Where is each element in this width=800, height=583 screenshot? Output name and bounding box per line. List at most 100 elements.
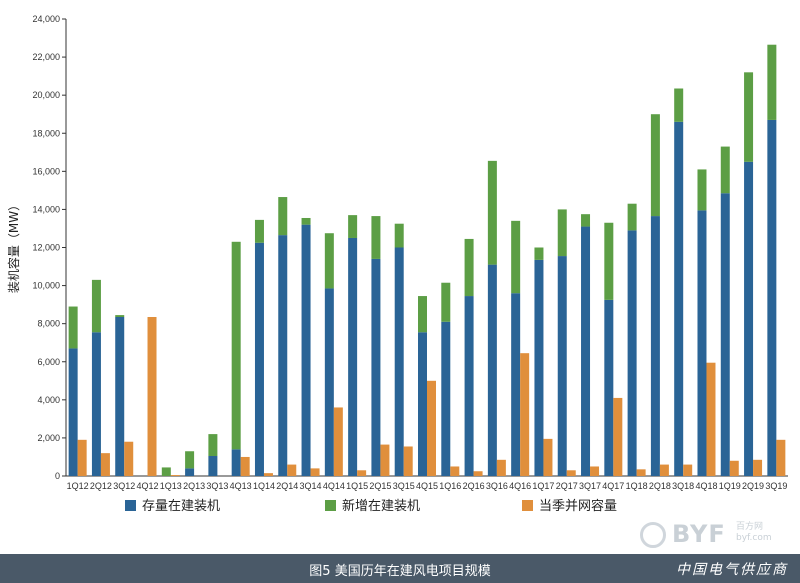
bar-grid-1Q12 <box>77 439 87 476</box>
bar-grid-4Q14 <box>333 407 343 476</box>
bar-new-2Q13 <box>185 451 195 469</box>
x-axis: 1Q12 2Q12 3Q12 4Q12 1Q13 2Q13 3Q13 4Q13 1Q14 2Q14… <box>66 475 788 491</box>
y-tick-label: 2,000 <box>37 433 60 443</box>
bar-stock-1Q17 <box>534 259 544 476</box>
x-tick-label: 4Q14 <box>323 481 345 491</box>
x-tick-label: 4Q15 <box>416 481 438 491</box>
x-tick-label: 2Q17 <box>556 481 578 491</box>
bar-stock-3Q16 <box>487 264 497 476</box>
y-tick-label: 0 <box>55 471 60 481</box>
x-tick-label: 2Q14 <box>276 481 298 491</box>
bar-stock-2Q19 <box>744 161 754 476</box>
bar-new-4Q14 <box>324 233 334 289</box>
x-tick-label: 2Q16 <box>463 481 485 491</box>
bar-grid-2Q16 <box>473 471 483 476</box>
x-tick-label: 4Q17 <box>602 481 624 491</box>
legend-label-stock: 存量在建装机 <box>142 499 220 514</box>
x-tick-label: 4Q13 <box>230 481 252 491</box>
x-tick-label: 3Q12 <box>113 481 135 491</box>
bar-new-4Q17 <box>604 222 614 300</box>
bar-stock-2Q18 <box>650 216 660 477</box>
x-tick-label: 2Q12 <box>90 481 112 491</box>
bar-grid-4Q12 <box>147 317 157 476</box>
bar-stock-1Q14 <box>254 242 264 476</box>
x-tick-label: 2Q15 <box>369 481 391 491</box>
bar-stock-1Q16 <box>441 321 451 476</box>
bar-new-1Q13 <box>161 467 171 476</box>
bar-new-2Q15 <box>371 216 381 259</box>
bar-grid-2Q19 <box>753 459 763 476</box>
x-tick-label: 1Q15 <box>346 481 368 491</box>
bar-new-2Q12 <box>91 279 101 333</box>
y-tick-label: 22,000 <box>32 52 60 62</box>
y-tick-label: 8,000 <box>37 319 60 329</box>
bar-grid-4Q16 <box>520 353 530 476</box>
x-tick-label: 3Q17 <box>579 481 601 491</box>
bar-grid-1Q19 <box>729 460 739 476</box>
y-tick-label: 10,000 <box>32 281 60 291</box>
bar-new-3Q13 <box>208 434 218 457</box>
bar-new-1Q15 <box>348 215 358 238</box>
bar-stock-4Q15 <box>418 332 427 476</box>
x-tick-label: 3Q16 <box>486 481 508 491</box>
bar-grid-3Q17 <box>590 466 600 476</box>
bar-new-4Q18 <box>697 169 707 211</box>
x-tick-label: 4Q18 <box>695 481 717 491</box>
bar-stock-2Q13 <box>185 468 195 476</box>
bar-grid-2Q18 <box>659 464 669 476</box>
bar-stock-3Q14 <box>301 224 311 476</box>
bar-new-3Q17 <box>581 214 591 227</box>
x-tick-label: 1Q16 <box>439 481 461 491</box>
bar-stock-3Q19 <box>767 119 777 476</box>
bars <box>68 44 786 477</box>
bar-new-1Q17 <box>534 247 544 260</box>
bar-new-3Q19 <box>767 44 777 120</box>
bar-grid-2Q12 <box>100 453 110 476</box>
figure-caption: 图5 美国历年在建风电项目规模 <box>309 564 491 579</box>
bar-stock-1Q15 <box>348 237 358 476</box>
bar-grid-3Q14 <box>310 468 320 476</box>
bar-grid-3Q15 <box>403 446 413 476</box>
bar-grid-1Q16 <box>450 466 460 476</box>
y-tick-label: 18,000 <box>32 128 60 138</box>
bar-new-1Q19 <box>720 146 730 194</box>
watermark-subtext: 百方网 byf.com <box>736 522 772 544</box>
x-tick-label: 3Q19 <box>765 481 787 491</box>
y-tick-label: 12,000 <box>32 243 60 253</box>
bar-stock-3Q18 <box>674 121 684 476</box>
bar-stock-1Q18 <box>627 230 637 476</box>
bar-grid-4Q13 <box>240 456 250 476</box>
x-tick-label: 1Q12 <box>67 481 89 491</box>
legend-swatch-stock <box>125 500 136 511</box>
bar-stock-4Q14 <box>324 288 334 476</box>
caption-bar: 图5 美国历年在建风电项目规模 中国电气供应商 <box>0 554 800 583</box>
x-tick-label: 1Q13 <box>160 481 182 491</box>
bar-stock-4Q17 <box>604 299 614 476</box>
bar-new-4Q15 <box>418 296 427 333</box>
x-tick-label: 3Q14 <box>300 481 322 491</box>
bar-grid-3Q16 <box>496 459 506 476</box>
bar-grid-3Q18 <box>683 464 693 476</box>
y-tick-label: 24,000 <box>32 14 60 24</box>
x-tick-label: 1Q18 <box>626 481 648 491</box>
x-tick-label: 4Q12 <box>137 481 159 491</box>
bar-grid-1Q15 <box>357 470 367 476</box>
bar-stock-3Q15 <box>394 247 404 476</box>
bar-new-2Q14 <box>278 197 288 236</box>
legend-label-new: 新增在建装机 <box>342 498 420 514</box>
x-tick-label: 3Q13 <box>206 481 228 491</box>
bar-stock-4Q16 <box>511 293 521 476</box>
bar-stock-3Q12 <box>115 317 125 476</box>
bar-grid-1Q17 <box>543 438 553 476</box>
bar-new-2Q17 <box>557 209 567 257</box>
bar-new-1Q12 <box>68 306 78 349</box>
wind-construction-chart: 0 2,000 4,000 6,000 8,000 10,000 12,000 14,000 1… <box>6 14 788 514</box>
bar-stock-3Q17 <box>581 226 591 476</box>
bar-new-1Q16 <box>441 282 451 322</box>
x-tick-label: 4Q16 <box>509 481 531 491</box>
x-tick-label: 2Q13 <box>183 481 205 491</box>
x-tick-label: 3Q15 <box>393 481 415 491</box>
y-tick-label: 20,000 <box>32 90 60 100</box>
bar-grid-2Q14 <box>287 464 297 476</box>
x-tick-label: 3Q18 <box>672 481 694 491</box>
